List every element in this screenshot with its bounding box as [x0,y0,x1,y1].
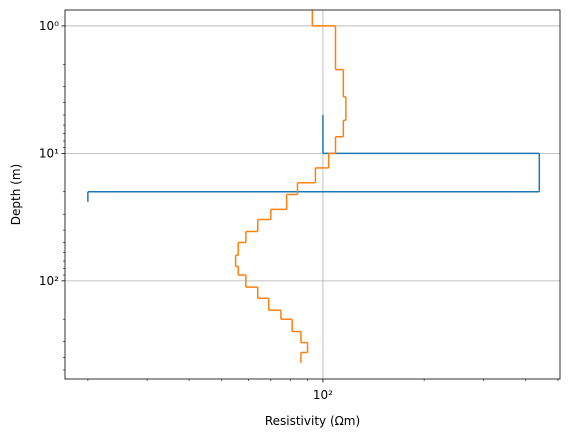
y-tick-label: 10¹ [39,146,59,160]
y-tick-label: 10⁰ [39,19,59,33]
x-axis-label: Resistivity (Ωm) [265,414,360,428]
y-axis-label: Depth (m) [9,164,23,225]
plot-area [87,10,541,363]
grid [65,10,560,379]
x-tick-label: 10² [313,388,333,402]
y-tick-label: 10² [39,274,59,288]
plot-frame [64,9,561,380]
